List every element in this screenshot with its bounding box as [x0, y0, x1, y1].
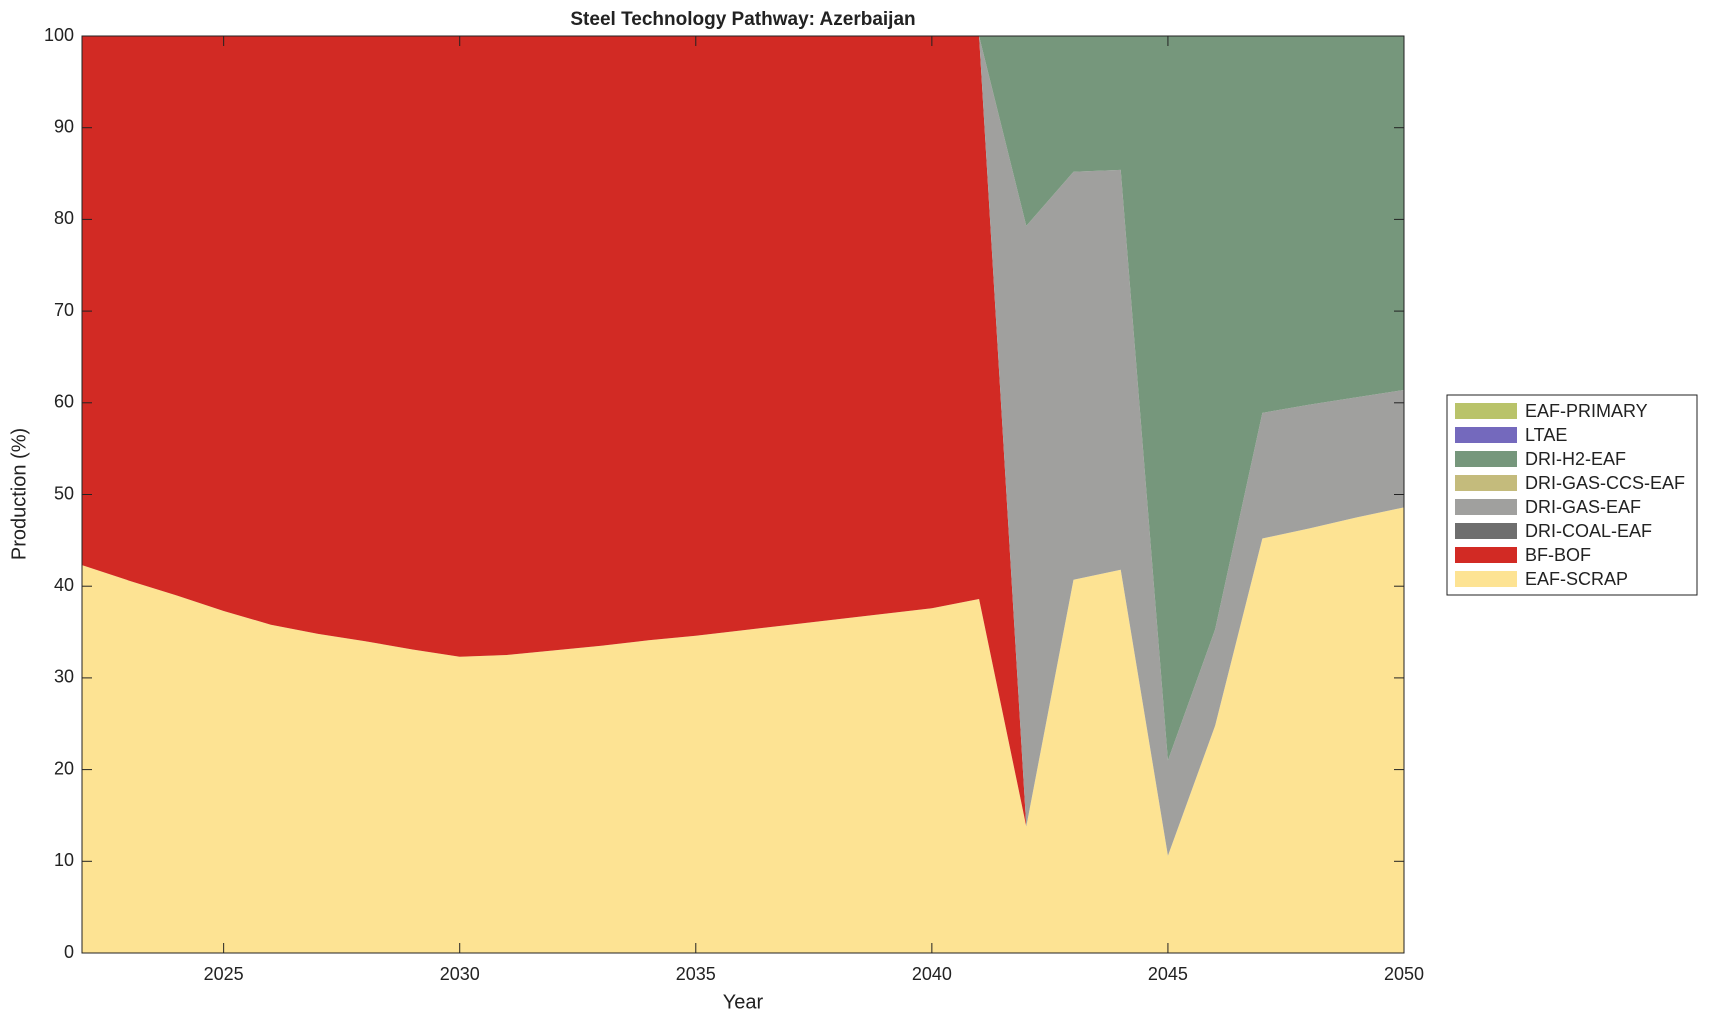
y-tick-label: 100 [44, 25, 74, 45]
y-tick-label: 90 [54, 116, 74, 136]
x-tick-label: 2030 [440, 964, 480, 984]
y-tick-label: 40 [54, 575, 74, 595]
legend-swatch [1455, 475, 1517, 491]
y-tick-label: 0 [64, 942, 74, 962]
legend-label: DRI-GAS-CCS-EAF [1525, 473, 1685, 493]
legend-label: DRI-H2-EAF [1525, 449, 1626, 469]
legend-swatch [1455, 427, 1517, 443]
y-tick-label: 10 [54, 850, 74, 870]
y-tick-label: 80 [54, 208, 74, 228]
area [82, 507, 1404, 953]
area [82, 36, 1404, 761]
y-tick-label: 30 [54, 667, 74, 687]
chart-title: Steel Technology Pathway: Azerbaijan [570, 9, 915, 30]
legend-label: LTAE [1525, 425, 1567, 445]
x-tick-label: 2040 [912, 964, 952, 984]
y-tick-label: 70 [54, 300, 74, 320]
legend-swatch [1455, 403, 1517, 419]
legend-swatch [1455, 451, 1517, 467]
y-tick-label: 20 [54, 758, 74, 778]
legend-label: DRI-GAS-EAF [1525, 497, 1641, 517]
x-tick-label: 2050 [1384, 964, 1424, 984]
legend-label: BF-BOF [1525, 545, 1591, 565]
legend-swatch [1455, 547, 1517, 563]
legend-swatch [1455, 499, 1517, 515]
x-tick-label: 2045 [1148, 964, 1188, 984]
area [82, 36, 1404, 856]
y-axis-label: Production (%) [8, 428, 30, 560]
legend-label: EAF-SCRAP [1525, 569, 1628, 589]
legend-label: DRI-COAL-EAF [1525, 521, 1652, 541]
legend-box [1446, 394, 1698, 596]
x-tick-label: 2035 [676, 964, 716, 984]
y-tick-label: 50 [54, 483, 74, 503]
area [82, 36, 1404, 856]
legend-swatch [1455, 523, 1517, 539]
y-tick-label: 60 [54, 392, 74, 412]
x-axis-label: Year [723, 991, 764, 1013]
x-tick-label: 2025 [204, 964, 244, 984]
legend-swatch [1455, 571, 1517, 587]
legend-label: EAF-PRIMARY [1525, 401, 1648, 421]
